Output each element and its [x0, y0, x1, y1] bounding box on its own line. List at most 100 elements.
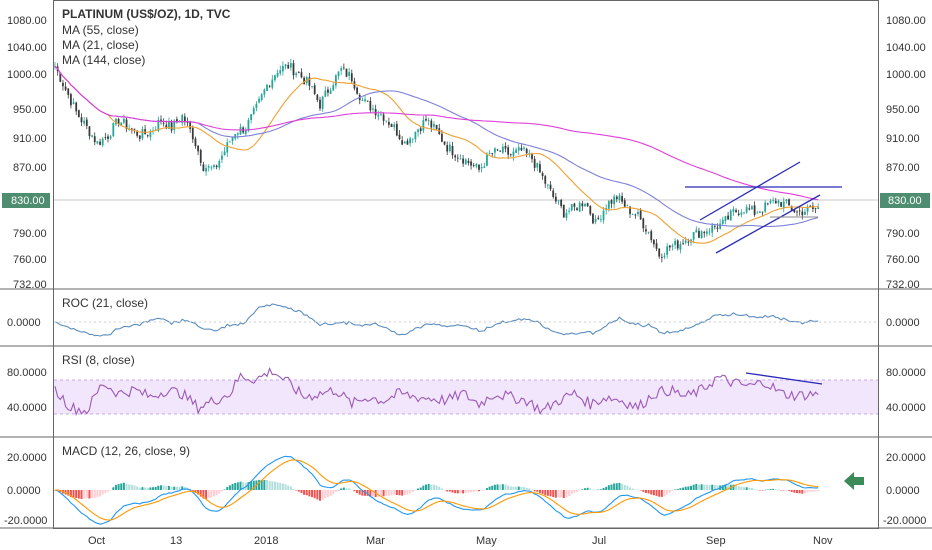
- candle: [446, 141, 449, 155]
- macd-histogram-bar: [210, 490, 213, 498]
- macd-histogram-bar: [205, 490, 208, 499]
- candle: [470, 158, 472, 170]
- candle: [494, 147, 496, 157]
- macd-histogram-bar: [77, 490, 80, 499]
- macd-histogram-bar: [507, 485, 510, 490]
- candle: [698, 227, 700, 239]
- macd-histogram-bar: [276, 482, 279, 490]
- right-price-axis: 1080.00 1040.00 1000.00 950.00 910.00 87…: [886, 15, 926, 291]
- macd-histogram-bar: [247, 482, 250, 490]
- macd-histogram-bar: [443, 489, 446, 491]
- macd-histogram-bar: [358, 490, 361, 495]
- candle: [425, 115, 427, 122]
- macd-histogram-bar: [578, 490, 581, 491]
- candle: [623, 198, 626, 208]
- candle: [780, 201, 782, 207]
- x-tick-sep: Sep: [706, 535, 726, 547]
- macd-histogram-bar: [395, 490, 398, 495]
- left-tick-790: 790.00: [13, 228, 47, 240]
- rsi-left-tick-80: 80.0000: [7, 367, 47, 379]
- macd-histogram-bar: [790, 490, 793, 492]
- macd-histogram-bar: [769, 489, 772, 490]
- macd-histogram-bar: [684, 486, 687, 490]
- candle: [724, 215, 727, 225]
- macd-histogram-bar: [122, 482, 125, 490]
- candle: [417, 128, 419, 137]
- candle: [427, 117, 430, 126]
- macd-histogram-bar: [546, 490, 549, 496]
- macd-left-tick-neg20: -20.0000: [4, 515, 47, 527]
- candle: [637, 208, 639, 217]
- macd-histogram-bar: [369, 490, 372, 497]
- macd-histogram-bar: [356, 490, 359, 493]
- candle: [435, 124, 438, 130]
- macd-histogram-bar: [655, 490, 658, 496]
- candle: [531, 152, 533, 163]
- macd-histogram-bar: [117, 484, 120, 490]
- macd-histogram-bar: [517, 486, 520, 490]
- macd-histogram-bar: [236, 482, 239, 490]
- candle: [324, 86, 327, 98]
- macd-histogram-bar: [724, 484, 727, 490]
- macd-histogram-bar: [427, 483, 430, 490]
- candle: [398, 130, 401, 141]
- macd-histogram-bar: [631, 488, 634, 490]
- macd-histogram-bar: [417, 488, 420, 490]
- macd-histogram-bar: [780, 490, 783, 491]
- candle: [149, 129, 152, 141]
- macd-histogram-bar: [202, 490, 205, 499]
- candle: [703, 230, 706, 238]
- candle: [197, 144, 199, 156]
- macd-histogram-bar: [448, 490, 451, 492]
- candle: [85, 117, 88, 130]
- x-tick-nov: Nov: [813, 535, 833, 547]
- rsi-line: [54, 366, 819, 417]
- candle: [268, 84, 271, 88]
- macd-histogram-bar: [711, 484, 714, 490]
- candle: [77, 109, 80, 118]
- candle: [533, 155, 536, 172]
- macd-histogram-bar: [618, 482, 621, 490]
- right-tick-790: 790.00: [886, 228, 920, 240]
- right-tick-870: 870.00: [886, 162, 920, 174]
- candle: [104, 132, 107, 140]
- candle: [393, 121, 396, 131]
- macd-histogram-bar: [695, 483, 698, 490]
- macd-histogram-bar: [175, 486, 178, 490]
- macd-histogram-bar: [72, 490, 75, 498]
- candle: [282, 61, 284, 76]
- candle: [647, 231, 650, 235]
- candle: [501, 143, 504, 154]
- macd-histogram-bar: [406, 490, 409, 495]
- channel-lower-line: [715, 194, 821, 254]
- candle: [653, 239, 655, 248]
- macd-histogram-bar: [104, 490, 107, 493]
- rsi-series: [54, 366, 819, 417]
- right-tick-950: 950.00: [886, 104, 920, 116]
- macd-histogram-bar: [798, 490, 801, 494]
- left-tick-732: 732.00: [13, 279, 47, 291]
- macd-histogram-bar: [300, 490, 303, 494]
- macd-histogram-bar: [554, 490, 557, 498]
- candle: [462, 155, 464, 167]
- macd-histogram-bar: [223, 489, 226, 490]
- macd-histogram-bar: [160, 485, 162, 490]
- candle: [719, 219, 722, 230]
- candle: [340, 65, 343, 76]
- candle: [202, 161, 205, 172]
- macd-histogram-bar: [401, 490, 404, 496]
- candle: [101, 137, 104, 148]
- candle: [621, 192, 623, 204]
- macd-histogram-bar: [154, 486, 157, 490]
- candle: [525, 147, 528, 158]
- candle: [374, 104, 377, 120]
- candle: [107, 134, 109, 143]
- candle: [292, 59, 295, 80]
- macd-histogram-bar: [332, 490, 335, 495]
- macd-histogram-bar: [483, 490, 486, 491]
- candle: [250, 113, 252, 124]
- macd-histogram-bar: [663, 490, 666, 497]
- candle: [138, 135, 141, 142]
- macd-histogram-bar: [586, 487, 589, 490]
- candle: [788, 198, 790, 206]
